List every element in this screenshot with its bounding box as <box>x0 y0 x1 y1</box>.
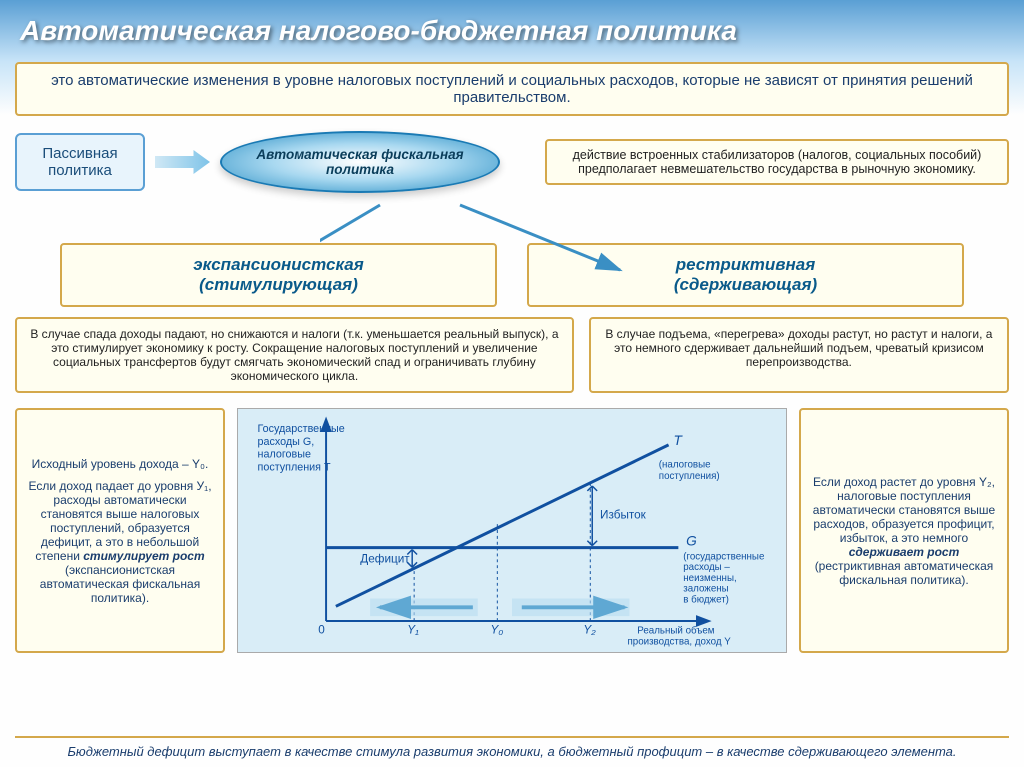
restrictive-desc: В случае подъема, «перегрева» доходы рас… <box>589 317 1009 393</box>
left-p2: Если доход падает до уровня У₁, расходы … <box>27 479 213 605</box>
right-p: Если доход растет до уровня Y₂, налоговы… <box>811 475 997 587</box>
res-t2: (сдерживающая) <box>674 275 817 294</box>
svg-text:(налоговые: (налоговые <box>659 459 711 470</box>
svg-text:неизменны,: неизменны, <box>683 573 736 584</box>
passive-line2: политика <box>48 162 112 179</box>
ellipse-line1: Автоматическая фискальная <box>256 147 463 162</box>
svg-text:T: T <box>673 433 683 448</box>
svg-text:налоговые: налоговые <box>258 449 311 461</box>
svg-text:заложены: заложены <box>683 584 728 595</box>
descriptions-row: В случае спада доходы падают, но снижают… <box>0 307 1024 403</box>
ellipse-line2: политика <box>326 162 394 177</box>
svg-text:Избыток: Избыток <box>600 508 647 521</box>
left-explanation: Исходный уровень дохода – Y₀. Если доход… <box>15 408 225 653</box>
svg-text:поступления): поступления) <box>659 471 720 482</box>
left-p1: Исходный уровень дохода – Y₀. <box>27 457 213 471</box>
arrow-right-icon <box>155 150 210 174</box>
right-explanation: Если доход растет до уровня Y₂, налоговы… <box>799 408 1009 653</box>
chart-row: Исходный уровень дохода – Y₀. Если доход… <box>0 403 1024 658</box>
expansionist-box: экспансионистская (стимулирующая) <box>60 243 497 307</box>
res-t1: рестриктивная <box>676 255 816 274</box>
passive-policy-box: Пассивная политика <box>15 133 145 191</box>
passive-line1: Пассивная <box>42 145 117 162</box>
concept-row: Пассивная политика Автоматическая фискал… <box>0 121 1024 203</box>
footer-note: Бюджетный дефицит выступает в качестве с… <box>15 736 1009 759</box>
svg-text:расходы –: расходы – <box>683 562 730 573</box>
stabilizers-note: действие встроенных стабилизаторов (нало… <box>545 139 1009 185</box>
svg-text:Государственные: Государственные <box>258 423 345 435</box>
svg-text:0: 0 <box>318 624 325 637</box>
svg-text:Y₂: Y₂ <box>583 624 596 637</box>
svg-text:производства, доход Y: производства, доход Y <box>627 637 731 648</box>
exp-t1: экспансионистская <box>193 255 364 274</box>
svg-text:Дефицит: Дефицит <box>360 552 410 565</box>
page-title: Автоматическая налогово-бюджетная полити… <box>0 0 1024 57</box>
svg-text:G: G <box>686 534 697 549</box>
exp-t2: (стимулирующая) <box>199 275 358 294</box>
svg-text:Реальный объем: Реальный объем <box>637 626 715 637</box>
svg-text:поступления T: поступления T <box>258 461 331 473</box>
svg-text:Y₀: Y₀ <box>490 624 503 637</box>
fiscal-chart: Государственные расходы G, налоговые пос… <box>237 408 787 653</box>
definition-box: это автоматические изменения в уровне на… <box>15 62 1009 116</box>
restrictive-box: рестриктивная (сдерживающая) <box>527 243 964 307</box>
svg-text:расходы G,: расходы G, <box>258 436 315 448</box>
central-ellipse: Автоматическая фискальнаяполитика <box>220 131 500 193</box>
expansionist-desc: В случае спада доходы падают, но снижают… <box>15 317 574 393</box>
branches-row: экспансионистская (стимулирующая) рестри… <box>0 243 1024 307</box>
svg-text:(государственные: (государственные <box>683 551 764 562</box>
svg-text:в бюджет): в бюджет) <box>683 594 729 605</box>
svg-text:Y₁: Y₁ <box>407 624 419 637</box>
